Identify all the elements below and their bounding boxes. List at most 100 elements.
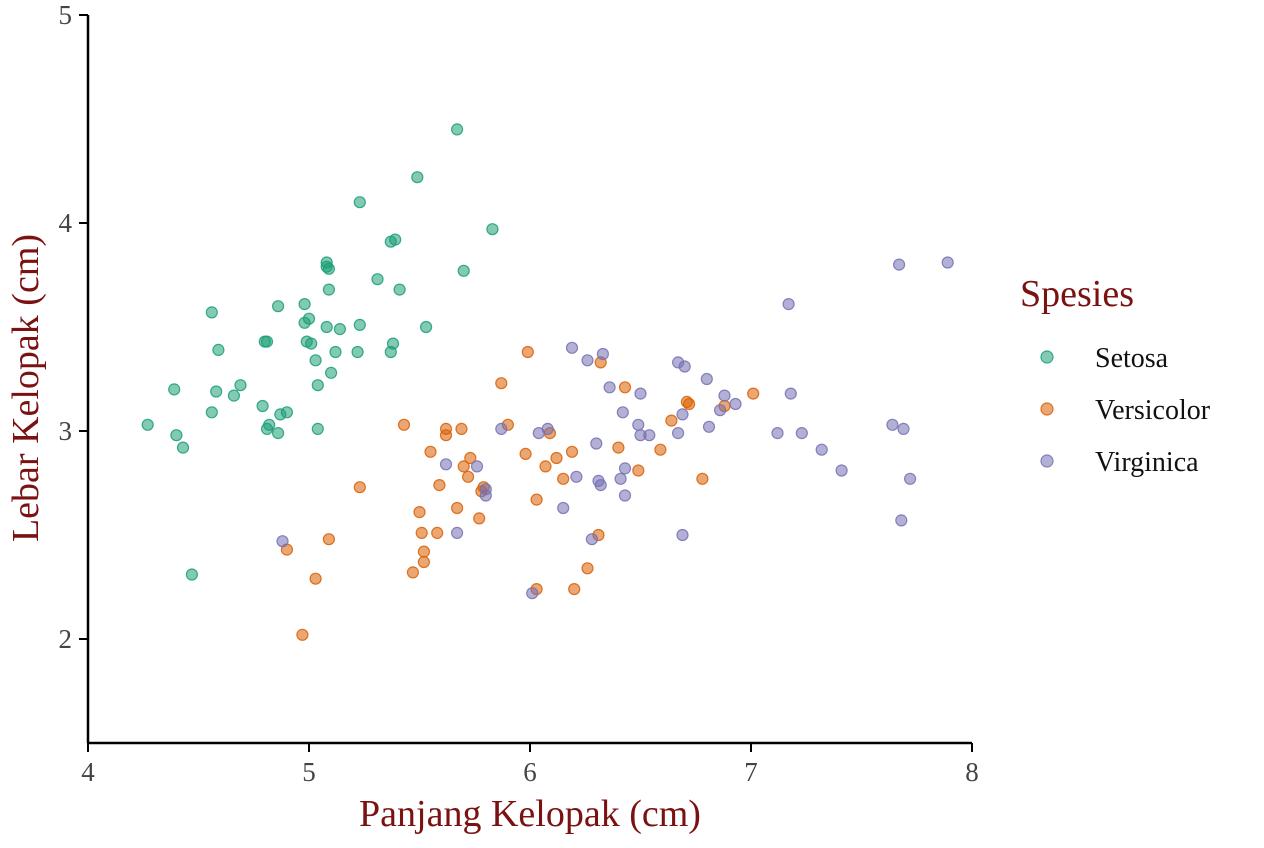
data-point	[671, 427, 685, 440]
data-point	[457, 264, 470, 277]
data-point	[696, 472, 709, 485]
legend-label: Versicolor	[1095, 395, 1211, 426]
data-point	[585, 533, 599, 546]
data-point	[424, 445, 437, 458]
data-point	[747, 387, 760, 400]
data-point	[618, 489, 632, 502]
data-point	[718, 389, 731, 402]
legend-marker	[1040, 350, 1054, 364]
points-layer	[141, 123, 954, 641]
data-point	[565, 341, 579, 354]
data-point	[603, 381, 616, 394]
series-versicolor	[280, 345, 760, 641]
data-point	[415, 526, 428, 540]
data-point	[417, 545, 430, 558]
data-point	[322, 533, 335, 546]
x-tick-label: 4	[81, 757, 95, 787]
data-point	[351, 345, 364, 359]
x-tick-label: 7	[744, 757, 758, 787]
data-point	[260, 335, 274, 348]
data-point	[320, 320, 333, 334]
data-point	[298, 298, 311, 311]
data-point	[616, 406, 629, 419]
data-point	[263, 418, 276, 431]
data-point	[276, 535, 289, 548]
data-point	[895, 514, 908, 527]
data-point	[678, 360, 691, 373]
data-point	[353, 318, 366, 331]
data-point	[386, 337, 400, 350]
data-point	[389, 233, 402, 246]
data-point	[568, 582, 581, 596]
legend-label: Virginica	[1095, 447, 1199, 478]
data-point	[371, 273, 384, 286]
data-point	[682, 397, 696, 411]
data-point	[393, 283, 406, 296]
data-point	[272, 300, 285, 313]
data-point	[473, 512, 486, 525]
data-point	[311, 379, 324, 392]
data-point	[464, 451, 477, 465]
data-point	[210, 385, 223, 398]
data-point	[530, 493, 543, 506]
data-point	[170, 429, 183, 442]
data-point	[676, 408, 689, 421]
data-point	[451, 123, 464, 136]
data-point	[596, 347, 610, 361]
legend: Spesies Setosa Versicolor Virginica	[1020, 273, 1211, 478]
data-point	[176, 441, 190, 454]
data-point	[590, 437, 603, 450]
y-tick-label: 5	[59, 0, 73, 30]
data-point	[634, 387, 647, 400]
ticks-layer: 4 5 6 7 8 2 3 4 5	[59, 0, 979, 787]
data-point	[612, 441, 625, 454]
data-point	[272, 427, 285, 440]
x-tick-label: 6	[523, 757, 537, 787]
data-point	[565, 445, 579, 458]
data-point	[433, 479, 446, 492]
data-point	[353, 196, 366, 209]
data-point	[411, 171, 424, 184]
data-point	[618, 462, 632, 475]
data-point	[539, 460, 552, 473]
data-point	[495, 422, 508, 435]
data-point	[439, 458, 453, 471]
data-point	[413, 505, 426, 519]
data-point	[325, 366, 338, 379]
data-point	[280, 406, 293, 419]
data-point	[713, 404, 727, 417]
data-point	[784, 387, 797, 400]
data-point	[676, 528, 689, 542]
data-point	[594, 479, 607, 492]
data-point	[521, 345, 534, 359]
data-point	[353, 481, 366, 494]
x-tick-label: 5	[302, 757, 316, 787]
data-point	[227, 389, 240, 402]
data-point	[541, 422, 554, 435]
data-point	[311, 422, 324, 435]
data-point	[835, 464, 848, 477]
data-point	[897, 422, 910, 435]
series-setosa	[141, 123, 499, 581]
data-point	[581, 354, 594, 367]
data-point	[417, 555, 430, 569]
data-point	[309, 572, 322, 585]
data-point	[309, 354, 322, 367]
x-tick-label: 8	[965, 757, 979, 787]
legend-item-virginica: Virginica	[1040, 447, 1199, 478]
data-point	[581, 562, 594, 575]
data-point	[618, 381, 632, 394]
data-point	[886, 418, 899, 431]
data-point	[702, 420, 716, 433]
data-point	[420, 320, 433, 334]
data-point	[495, 377, 508, 390]
data-point	[479, 483, 492, 496]
data-point	[329, 345, 342, 359]
data-point	[632, 464, 645, 477]
data-point	[457, 460, 470, 473]
data-point	[557, 501, 570, 515]
y-tick-label: 2	[59, 624, 73, 654]
data-point	[632, 418, 645, 431]
y-tick-label: 3	[59, 416, 73, 446]
data-point	[892, 258, 906, 271]
